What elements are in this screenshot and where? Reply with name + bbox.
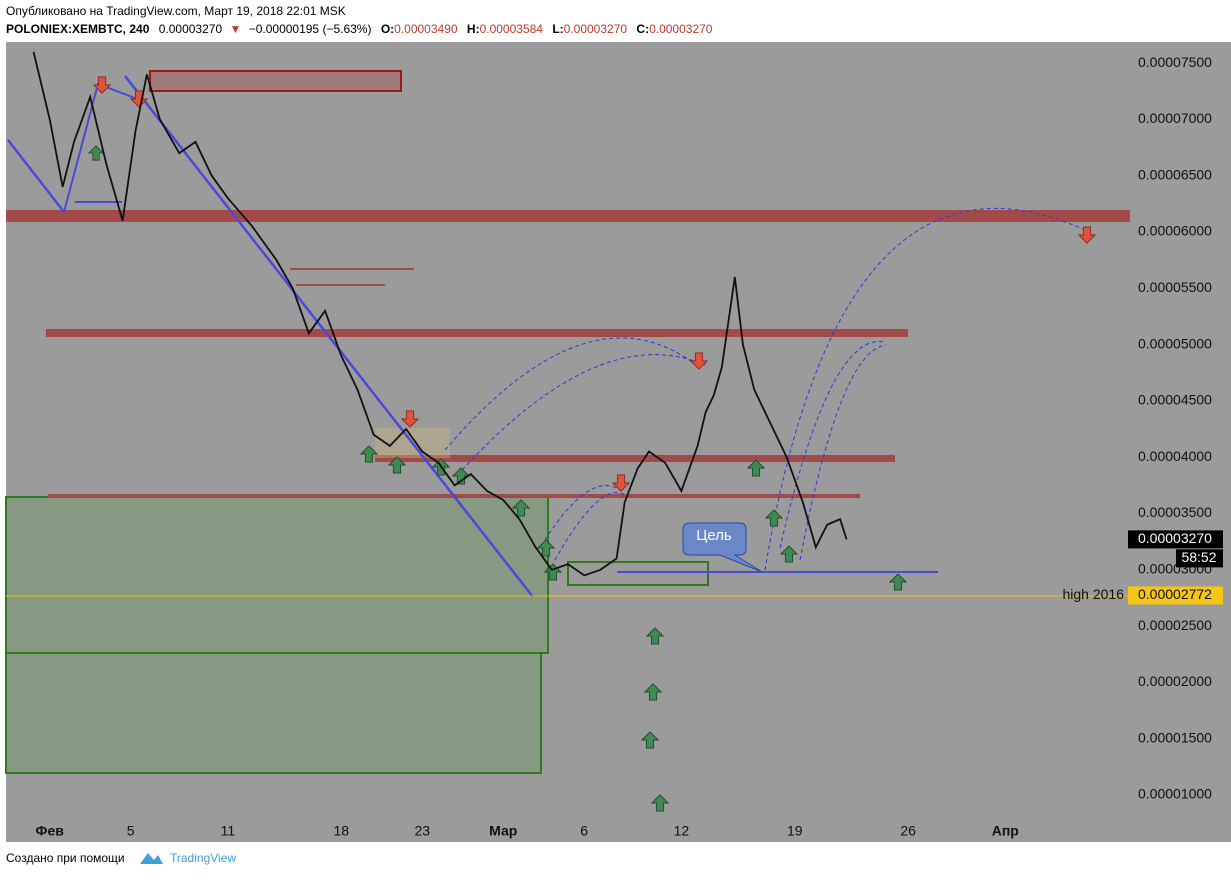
brand: TradingView (170, 851, 236, 865)
x-tick-label: 6 (580, 823, 588, 839)
y-tick-label: 0.00001500 (1138, 729, 1212, 745)
x-tick-label: 11 (221, 823, 236, 839)
projection (444, 207, 1086, 571)
x-tick-label: 18 (333, 823, 349, 839)
change: −0.00000195 (−5.63%) (249, 22, 372, 36)
resistance (6, 210, 1130, 222)
zone (5, 496, 549, 654)
last-price-box (1128, 530, 1223, 549)
h-value: 0.00003584 (480, 22, 544, 36)
resistance (46, 329, 908, 337)
footer-text: Создано при помощи (6, 851, 125, 865)
y-tick-label: 0.00007500 (1138, 54, 1212, 70)
timer-box (1176, 549, 1223, 568)
c-label: C: (636, 22, 649, 36)
symbol: POLONIEX:XEMBTC, 240 (6, 22, 150, 36)
published: Опубликовано на TradingView.com, Март 19… (6, 4, 346, 18)
x-tick-label: 19 (787, 823, 803, 839)
high-box (1128, 586, 1223, 605)
y-tick-label: 0.00005500 (1138, 279, 1212, 295)
header-line: POLONIEX:XEMBTC, 240 0.00003270 ▼ −0.000… (6, 22, 713, 36)
footer-bg (0, 842, 1231, 879)
y-tick-label: 0.00005000 (1138, 335, 1212, 351)
resistance (375, 455, 895, 462)
o-value: 0.00003490 (394, 22, 458, 36)
x-tick-label: Мар (489, 823, 517, 839)
high-label: 0.00002772 (1138, 586, 1212, 602)
price-line (32, 51, 848, 577)
x-tick-label: Апр (992, 823, 1019, 839)
y-tick-label: 0.00002000 (1138, 673, 1212, 689)
y-tick-label: 0.00007000 (1138, 110, 1212, 126)
arrow: ▼ (229, 22, 241, 36)
y-tick-label: 0.00004500 (1138, 392, 1212, 408)
level (290, 268, 414, 270)
h-label: H: (467, 22, 480, 36)
y-tick-label: 0.00004000 (1138, 448, 1212, 464)
x-tick-label: 23 (414, 823, 430, 839)
y-tick-label: 0.00002500 (1138, 617, 1212, 633)
y-tick-label: 0.00001000 (1138, 786, 1212, 802)
y-tick-label: 0.00006500 (1138, 166, 1212, 182)
annotation: Цель (696, 527, 732, 544)
trend-line (124, 75, 534, 598)
y-tick-label: 0.00006000 (1138, 223, 1212, 239)
x-tick-label: 26 (900, 823, 916, 839)
y-tick-label: 0.00003500 (1138, 504, 1212, 520)
o-label: O: (381, 22, 394, 36)
callout (682, 522, 763, 573)
high-name: high 2016 (1062, 586, 1124, 602)
l-value: 0.00003270 (564, 22, 628, 36)
x-tick-label: 5 (127, 823, 135, 839)
zone (567, 561, 709, 586)
plot-bg (6, 42, 1231, 842)
level (296, 284, 385, 286)
x-tick-label: 12 (674, 823, 690, 839)
last-price-label: 0.00003270 (1138, 530, 1212, 546)
last: 0.00003270 (159, 22, 223, 36)
timer: 58:52 (1181, 549, 1216, 565)
zone (149, 70, 402, 92)
x-tick-label: Фев (36, 823, 65, 839)
l-label: L: (552, 22, 563, 36)
c-value: 0.00003270 (649, 22, 713, 36)
zone (5, 652, 542, 774)
trend-line (7, 139, 65, 213)
drawings: Цель (5, 70, 1130, 812)
logo (140, 853, 163, 864)
